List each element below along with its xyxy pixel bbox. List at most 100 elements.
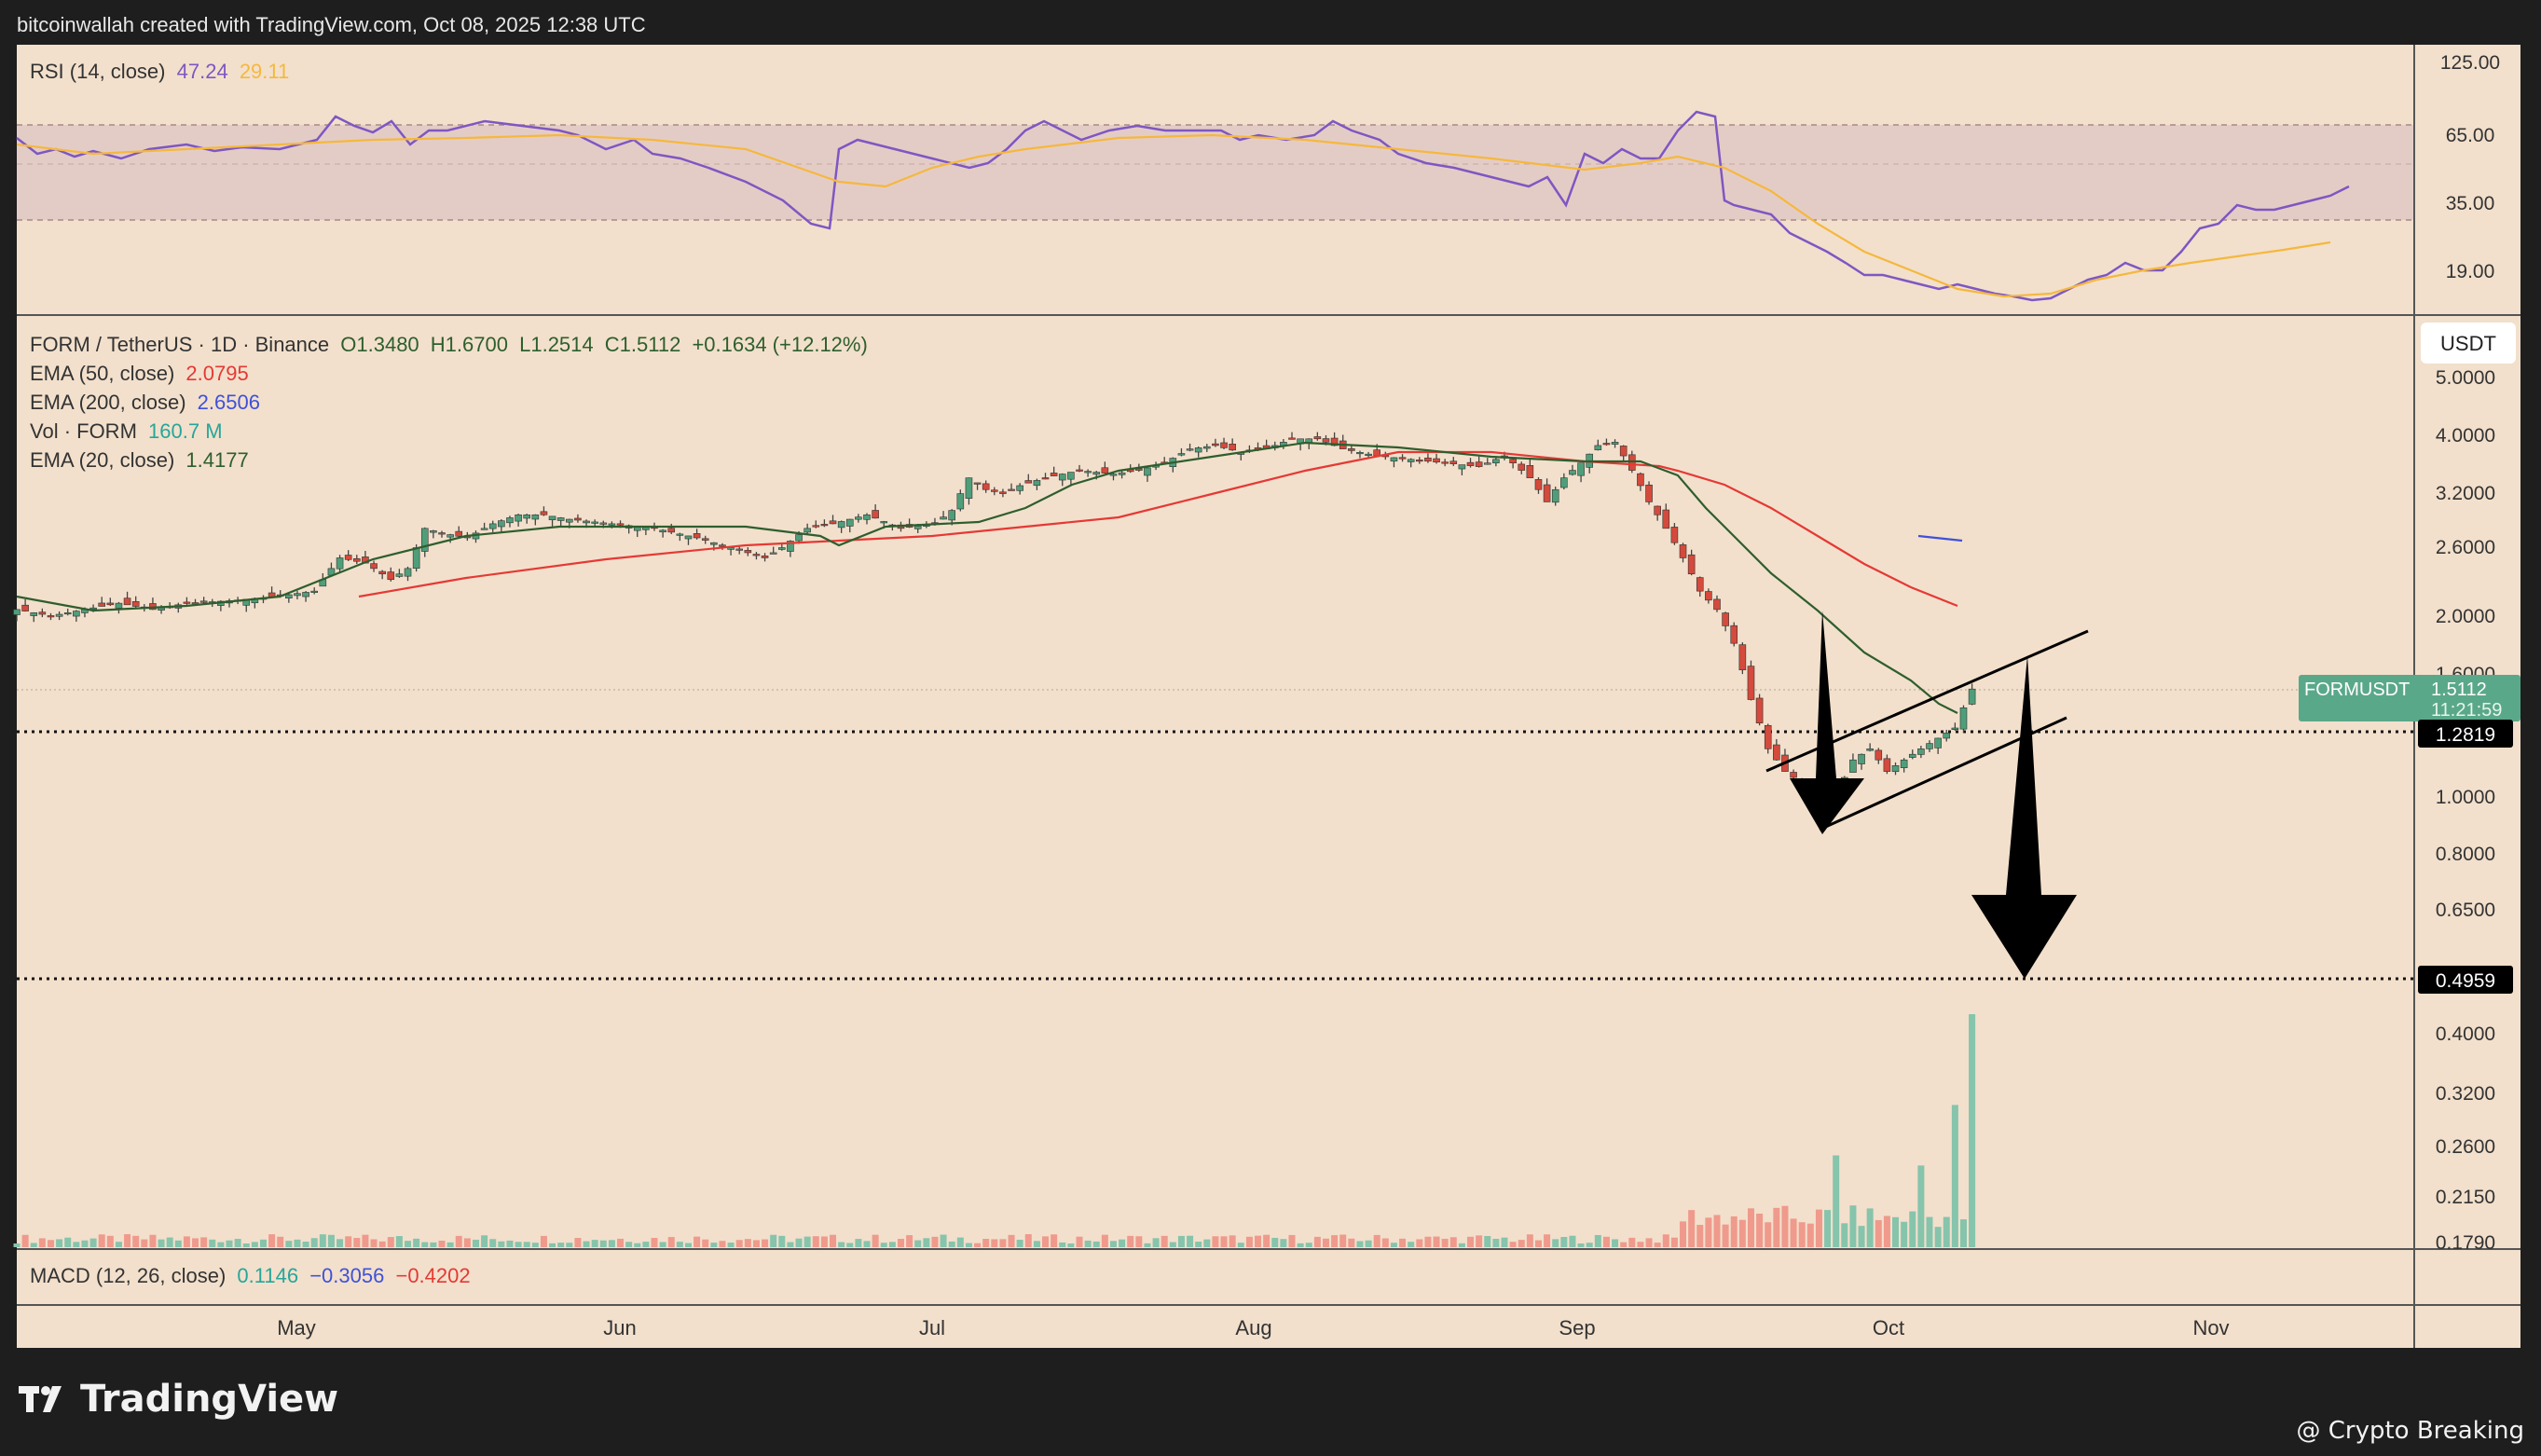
volume-bar	[166, 1237, 173, 1247]
volume-bar	[489, 1239, 497, 1247]
volume-bar	[1084, 1240, 1092, 1247]
candle	[1398, 457, 1407, 460]
volume-bar	[531, 1243, 539, 1247]
candle	[1883, 758, 1891, 772]
volume-bar	[158, 1239, 165, 1247]
volume-bar	[285, 1241, 293, 1247]
volume-bar	[1161, 1235, 1168, 1247]
volume-bar	[923, 1238, 930, 1247]
volume-bar	[124, 1234, 131, 1247]
candle	[752, 554, 761, 556]
volume-bar	[1509, 1242, 1517, 1247]
candle	[872, 510, 879, 519]
candle	[1186, 448, 1194, 451]
candle	[1679, 544, 1687, 558]
candle	[1008, 488, 1015, 491]
volume-bar	[1305, 1243, 1312, 1247]
volume-bar	[846, 1243, 854, 1247]
volume-bar	[1441, 1238, 1449, 1247]
volume-bar	[820, 1236, 828, 1247]
candle	[982, 483, 990, 490]
volume-bar	[1144, 1243, 1151, 1247]
rsi-legend-value: 47.24	[176, 60, 228, 83]
candle	[98, 602, 105, 607]
candle	[404, 568, 412, 577]
candle	[183, 601, 191, 604]
macd-value-2: −0.3056	[309, 1264, 385, 1287]
volume-bar	[1696, 1225, 1704, 1247]
currency-button-bg[interactable]	[2421, 323, 2516, 364]
volume-bar	[81, 1240, 89, 1247]
macd-label: MACD (12, 26, close)	[30, 1264, 227, 1287]
volume-bar	[506, 1240, 514, 1247]
candle	[1755, 697, 1764, 723]
volume-bar	[1645, 1238, 1653, 1247]
candle	[804, 528, 811, 533]
level-tag-1: 1.2819	[2436, 724, 2495, 746]
candle	[352, 557, 361, 562]
candle	[735, 548, 744, 551]
volume-bar	[387, 1237, 394, 1247]
currency-button[interactable]: USDT	[2440, 332, 2496, 355]
candle	[1109, 474, 1118, 476]
candle	[1220, 442, 1228, 448]
volume-bar	[1381, 1238, 1389, 1247]
candle	[1934, 737, 1942, 749]
volume-bar	[310, 1238, 318, 1247]
symbol-tag-countdown: 11:21:59	[2431, 700, 2502, 721]
candle	[1543, 484, 1551, 502]
volume-bar	[30, 1243, 37, 1247]
ema200-line	[1917, 534, 1963, 543]
candle	[1101, 467, 1109, 474]
volume-bar	[1348, 1238, 1355, 1247]
ohlc-row: FORM / TetherUS · 1D · Binance O1.3480 H…	[30, 330, 873, 359]
small-down-arrow	[1790, 611, 1864, 834]
price-axis-label: 1.0000	[2436, 787, 2495, 808]
candle	[1433, 458, 1440, 463]
volume-bar	[1526, 1234, 1533, 1247]
macd-value-1: 0.1146	[237, 1264, 299, 1287]
candle	[1670, 527, 1679, 543]
volume-bar	[1815, 1209, 1822, 1247]
volume-group	[13, 1014, 1976, 1247]
volume-bar	[523, 1242, 530, 1247]
candle	[63, 611, 72, 615]
candle	[556, 517, 565, 521]
volume-bar	[472, 1239, 479, 1247]
volume-bar	[1169, 1242, 1176, 1247]
candle	[1212, 443, 1219, 446]
volume-bar	[617, 1238, 625, 1247]
candle	[199, 600, 208, 603]
volume-bar	[149, 1234, 157, 1247]
volume-bar	[259, 1239, 267, 1247]
candle	[1407, 459, 1415, 462]
candle	[106, 602, 115, 606]
candle	[1466, 461, 1475, 466]
volume-bar	[1433, 1236, 1440, 1247]
candle	[13, 609, 21, 615]
ema20-label: EMA (20, close)	[30, 448, 175, 472]
volume-bar	[1212, 1236, 1219, 1247]
volume-bar	[1229, 1235, 1236, 1247]
symbol-price-tag	[2299, 675, 2520, 721]
candle	[642, 527, 650, 530]
candle	[1696, 577, 1704, 592]
candle	[829, 520, 837, 525]
volume-bar	[217, 1242, 225, 1247]
candle	[863, 514, 871, 520]
candle	[1534, 479, 1543, 490]
candle	[1747, 666, 1755, 700]
volume-bar	[1798, 1222, 1806, 1247]
time-axis-label: Nov	[2192, 1316, 2229, 1339]
candle	[812, 525, 820, 528]
volume-bar	[1177, 1235, 1185, 1247]
candle	[1875, 749, 1883, 761]
candle	[387, 571, 395, 581]
candle	[1773, 744, 1780, 761]
volume-bar	[906, 1235, 913, 1247]
volume-bar	[676, 1242, 683, 1247]
volume-bar	[1467, 1236, 1475, 1247]
volume-bar	[1883, 1216, 1890, 1247]
price-axis-label: 5.0000	[2436, 367, 2495, 389]
volume-bar	[608, 1240, 615, 1247]
